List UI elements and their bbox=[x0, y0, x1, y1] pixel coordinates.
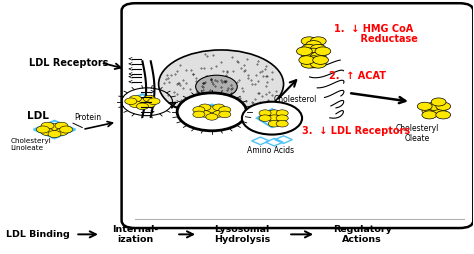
Text: 3.  ↓ LDL Receptors: 3. ↓ LDL Receptors bbox=[302, 126, 410, 136]
Circle shape bbox=[48, 131, 61, 138]
Circle shape bbox=[41, 122, 54, 129]
Text: Protein: Protein bbox=[74, 114, 101, 122]
Circle shape bbox=[276, 120, 288, 127]
Circle shape bbox=[143, 96, 155, 102]
Circle shape bbox=[306, 48, 321, 57]
Text: LDL Receptors: LDL Receptors bbox=[29, 58, 109, 68]
Text: Internal-
ization: Internal- ization bbox=[112, 225, 159, 244]
Circle shape bbox=[431, 98, 446, 106]
Circle shape bbox=[48, 123, 61, 131]
FancyBboxPatch shape bbox=[122, 3, 474, 228]
Text: 1.  ↓ HMG CoA: 1. ↓ HMG CoA bbox=[335, 23, 414, 34]
Circle shape bbox=[422, 106, 437, 115]
Circle shape bbox=[125, 98, 137, 104]
Circle shape bbox=[276, 110, 288, 116]
Circle shape bbox=[148, 98, 160, 104]
Circle shape bbox=[259, 110, 271, 116]
Circle shape bbox=[219, 111, 231, 118]
Circle shape bbox=[301, 37, 317, 45]
Circle shape bbox=[41, 129, 54, 136]
Circle shape bbox=[55, 122, 68, 129]
Text: Reductase: Reductase bbox=[346, 34, 418, 44]
Circle shape bbox=[143, 101, 155, 107]
Circle shape bbox=[313, 56, 328, 64]
Text: LDL: LDL bbox=[27, 111, 49, 121]
Circle shape bbox=[199, 104, 211, 110]
Circle shape bbox=[137, 103, 148, 109]
Circle shape bbox=[36, 126, 49, 133]
Circle shape bbox=[422, 111, 437, 119]
Circle shape bbox=[199, 110, 211, 117]
Circle shape bbox=[129, 96, 142, 102]
Circle shape bbox=[276, 115, 288, 121]
Circle shape bbox=[242, 102, 302, 135]
Circle shape bbox=[301, 44, 317, 53]
Circle shape bbox=[301, 52, 317, 60]
Circle shape bbox=[137, 99, 148, 105]
Circle shape bbox=[219, 106, 231, 113]
Circle shape bbox=[301, 59, 317, 68]
Circle shape bbox=[129, 101, 142, 107]
Circle shape bbox=[431, 106, 446, 115]
Circle shape bbox=[417, 102, 432, 110]
Circle shape bbox=[310, 37, 326, 45]
Circle shape bbox=[310, 59, 326, 68]
Circle shape bbox=[436, 111, 451, 119]
Circle shape bbox=[213, 110, 225, 117]
Text: Regulatory
Actions: Regulatory Actions bbox=[333, 225, 392, 244]
Circle shape bbox=[310, 52, 326, 60]
Circle shape bbox=[268, 120, 280, 127]
Circle shape bbox=[206, 106, 218, 113]
Circle shape bbox=[436, 102, 451, 110]
Circle shape bbox=[310, 44, 326, 53]
Text: 2.  ↑ ACAT: 2. ↑ ACAT bbox=[329, 71, 386, 82]
Circle shape bbox=[299, 56, 315, 64]
Text: Lysosomal
Hydrolysis: Lysosomal Hydrolysis bbox=[214, 225, 270, 244]
Text: Cholesteryl
Oleate: Cholesteryl Oleate bbox=[395, 124, 438, 143]
Circle shape bbox=[60, 126, 73, 133]
Circle shape bbox=[213, 104, 225, 110]
Circle shape bbox=[268, 115, 280, 121]
Circle shape bbox=[193, 111, 205, 118]
Text: Amino Acids: Amino Acids bbox=[246, 146, 294, 155]
Circle shape bbox=[315, 47, 331, 56]
Circle shape bbox=[259, 115, 271, 121]
Circle shape bbox=[306, 56, 321, 64]
Circle shape bbox=[206, 114, 218, 120]
Text: Cholesteryl
Linoleate: Cholesteryl Linoleate bbox=[10, 138, 51, 151]
Circle shape bbox=[177, 93, 246, 131]
Text: Cholesterol: Cholesterol bbox=[273, 95, 317, 104]
Circle shape bbox=[427, 102, 441, 110]
Circle shape bbox=[196, 75, 237, 98]
Circle shape bbox=[159, 50, 283, 118]
Text: LDL Binding: LDL Binding bbox=[7, 230, 70, 239]
Circle shape bbox=[55, 129, 68, 136]
Circle shape bbox=[268, 110, 280, 116]
Circle shape bbox=[306, 41, 321, 49]
Circle shape bbox=[193, 106, 205, 113]
Circle shape bbox=[297, 47, 312, 56]
